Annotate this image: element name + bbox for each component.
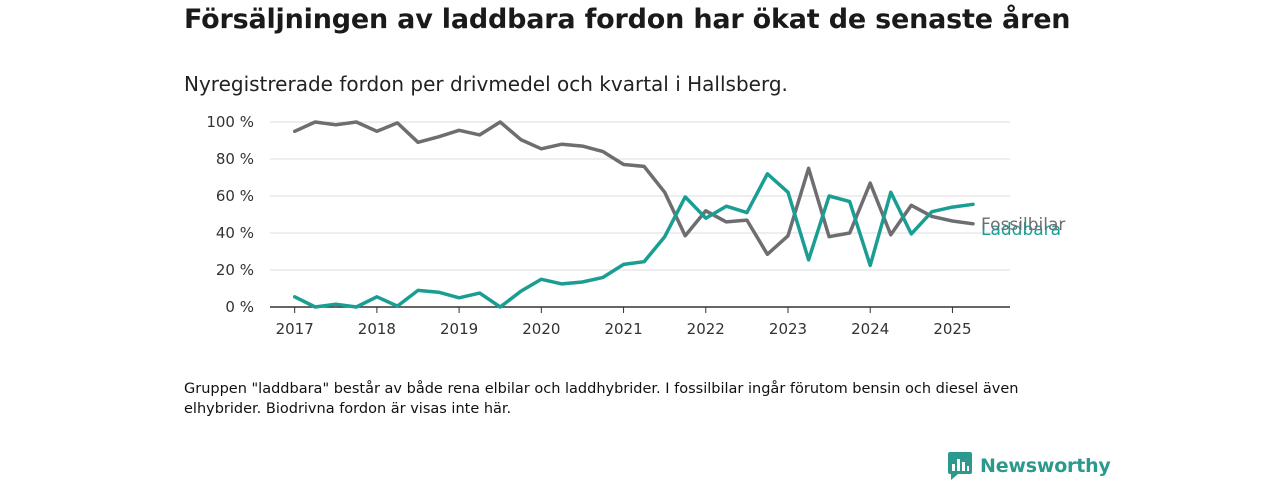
x-tick-label: 2017 (276, 320, 314, 338)
brand-logo[interactable]: Newsworthy (948, 452, 1111, 480)
x-axis: 2017 2018 2019 2020 2021 2022 2023 2024 2025 (270, 306, 1010, 338)
x-tick-label: 2023 (769, 320, 807, 338)
chart-subtitle: Nyregistrerade fordon per drivmedel och … (184, 72, 788, 96)
y-tick-label: 60 % (216, 187, 254, 205)
y-tick-label: 0 % (225, 298, 254, 316)
series-line-fossilbilar (292, 120, 975, 257)
x-tick-label: 2024 (851, 320, 889, 338)
brand-name: Newsworthy (980, 455, 1111, 477)
y-axis-ticks: 0 % 20 % 40 % 60 % 80 % 100 % (206, 113, 254, 316)
y-tick-label: 20 % (216, 261, 254, 279)
gridlines (270, 121, 1010, 271)
series-label-fossilbilar: Fossilbilar (981, 215, 1065, 235)
chart-title: Försäljningen av laddbara fordon har öka… (184, 4, 1071, 35)
series-lines (292, 120, 975, 309)
y-tick-label: 40 % (216, 224, 254, 242)
series-line-laddbara (292, 172, 975, 309)
x-tick-label: 2025 (933, 320, 971, 338)
line-chart: 0 % 20 % 40 % 60 % 80 % 100 % 2017 2018 2019 202… (206, 113, 1065, 338)
newsworthy-logo-icon (948, 452, 972, 480)
footnote: Gruppen "laddbara" består av både rena e… (184, 381, 1019, 417)
x-tick-label: 2022 (687, 320, 725, 338)
x-tick-label: 2021 (604, 320, 642, 338)
x-tick-label: 2018 (358, 320, 396, 338)
x-tick-label: 2019 (440, 320, 478, 338)
y-tick-label: 80 % (216, 150, 254, 168)
series-label-laddbara: Laddbara (981, 220, 1061, 240)
x-tick-label: 2020 (522, 320, 560, 338)
y-tick-label: 100 % (206, 113, 254, 131)
